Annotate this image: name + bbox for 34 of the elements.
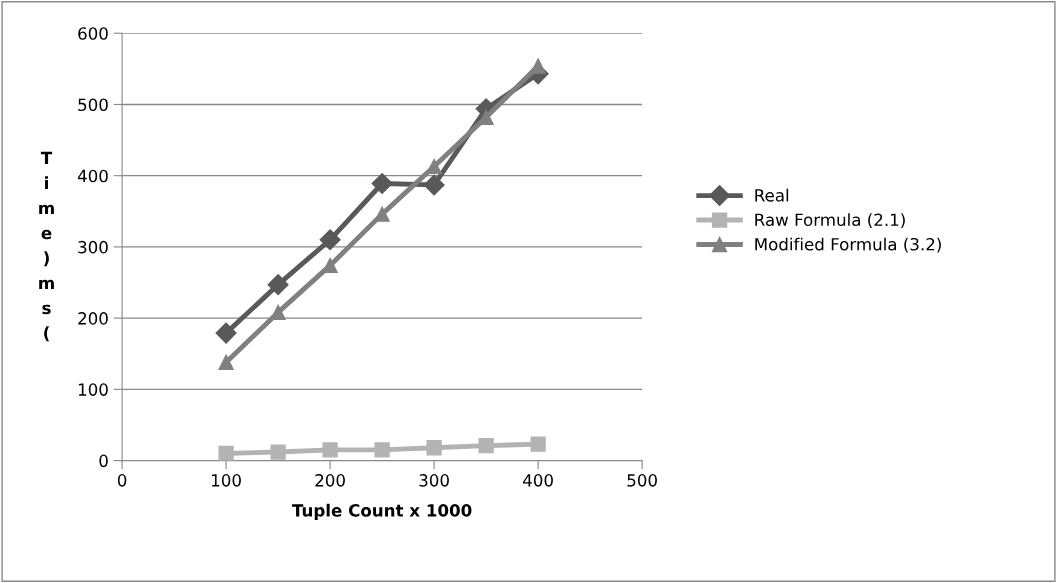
x-tick-label: 400 bbox=[523, 474, 553, 487]
legend-label: Modified Formula (3.2) bbox=[755, 237, 941, 253]
point bbox=[478, 437, 494, 454]
point bbox=[218, 354, 234, 370]
point bbox=[270, 304, 286, 321]
point bbox=[218, 445, 234, 461]
y-tick-label: 300 bbox=[78, 240, 108, 254]
point bbox=[530, 436, 546, 452]
point bbox=[371, 172, 393, 195]
y-tick-label: 200 bbox=[78, 312, 108, 325]
x-tick-label: 300 bbox=[419, 474, 449, 487]
point bbox=[423, 174, 445, 196]
y-axis-title: Time )ms( bbox=[39, 151, 54, 342]
point bbox=[374, 206, 390, 222]
point bbox=[319, 229, 341, 251]
point bbox=[374, 442, 390, 458]
y-tick-label: 100 bbox=[78, 383, 108, 396]
x-tick-label: 200 bbox=[315, 474, 345, 487]
point bbox=[322, 442, 338, 458]
point bbox=[215, 322, 237, 344]
legend-label: Raw Formula (2.1) bbox=[755, 213, 905, 229]
point bbox=[270, 444, 286, 460]
point bbox=[426, 440, 442, 456]
x-tick-label: 100 bbox=[212, 474, 241, 487]
point bbox=[267, 274, 289, 296]
y-tick-label: 400 bbox=[77, 169, 108, 183]
y-tick-label: 600 bbox=[78, 27, 108, 40]
y-tick-label: 500 bbox=[78, 98, 108, 112]
x-axis-title: Tuple Count x 1000 bbox=[292, 503, 472, 520]
y-tick-label: 0 bbox=[99, 454, 108, 468]
x-tick-label: 0 bbox=[117, 474, 127, 487]
point bbox=[426, 158, 442, 175]
legend-label: Real bbox=[755, 188, 789, 202]
x-tick-label: 500 bbox=[627, 474, 657, 487]
